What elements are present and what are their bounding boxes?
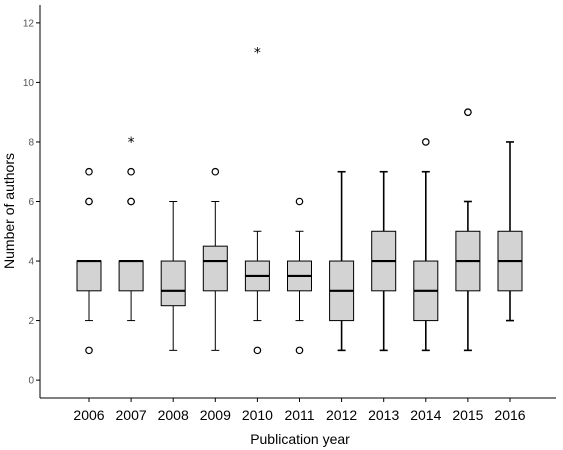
x-tick-label: 2006 <box>73 407 104 423</box>
box-2009 <box>202 167 228 351</box>
box-2007: * <box>118 135 144 322</box>
box-2013 <box>371 170 397 352</box>
x-tick-label: 2013 <box>368 407 399 423</box>
y-tick-label: 8 <box>28 137 34 148</box>
y-tick-label: 6 <box>28 197 34 208</box>
outlier-point <box>464 108 472 116</box>
box-iqr <box>118 260 144 292</box>
x-tick-label: 2009 <box>200 407 231 423</box>
box-2016 <box>497 141 523 322</box>
box-2011 <box>287 197 312 355</box>
y-tick-label: 10 <box>23 78 35 89</box>
x-tick-label: 2014 <box>410 407 441 423</box>
box-2008 <box>160 201 186 351</box>
x-tick-label: 2011 <box>284 407 314 423</box>
outlier-point <box>85 167 93 176</box>
y-tick-label: 0 <box>28 376 34 387</box>
x-tick-label: 2008 <box>158 407 189 423</box>
box-2015 <box>455 108 481 352</box>
box-2012 <box>329 170 355 352</box>
outlier-point <box>295 197 304 206</box>
outlier-point <box>127 167 135 176</box>
outlier-point <box>421 138 430 146</box>
box-2010: * <box>244 46 270 355</box>
box-2014 <box>413 138 439 352</box>
extreme-point: * <box>254 46 261 62</box>
y-tick-label: 12 <box>23 18 35 29</box>
x-tick-label: 2010 <box>242 407 273 423</box>
extreme-point: * <box>128 135 135 151</box>
outlier-point <box>295 346 304 355</box>
outlier-point <box>127 197 135 206</box>
outlier-point <box>85 346 93 355</box>
y-tick-label: 2 <box>28 316 34 327</box>
box-iqr <box>76 260 102 292</box>
x-tick-label: 2012 <box>326 407 357 423</box>
x-tick-label: 2007 <box>116 407 147 423</box>
box-iqr <box>160 260 186 307</box>
box-2006 <box>76 167 102 355</box>
box-iqr <box>202 245 228 292</box>
outlier-point <box>211 167 220 176</box>
y-axis-title: Number of authors <box>1 153 17 269</box>
x-tick-label: 2015 <box>452 407 483 423</box>
x-axis-title: Publication year <box>250 431 350 447</box>
y-tick-label: 4 <box>28 257 34 268</box>
outlier-point <box>253 346 262 355</box>
x-tick-label: 2016 <box>494 407 525 423</box>
outlier-point <box>85 197 93 206</box>
